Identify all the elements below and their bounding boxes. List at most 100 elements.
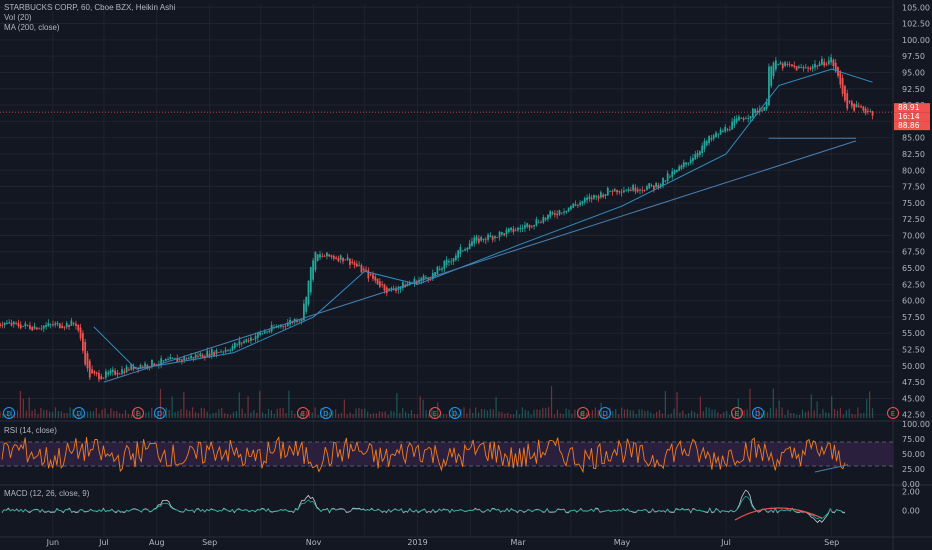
- x-tick-label: Aug: [149, 538, 165, 547]
- price-tick-label: 42.50: [902, 411, 925, 420]
- candle-body: [12, 321, 15, 325]
- candle-body: [217, 352, 220, 353]
- candle-body: [146, 365, 149, 368]
- candle-body: [853, 103, 856, 111]
- candle-body: [81, 332, 84, 351]
- volume-bar: [364, 408, 366, 418]
- candle-body: [777, 64, 780, 65]
- volume-bar: [127, 414, 130, 418]
- candle-body: [376, 278, 379, 285]
- candle-body: [31, 327, 34, 331]
- candle-body: [436, 266, 439, 274]
- volume-bar: [842, 414, 844, 418]
- candle-body: [111, 369, 114, 372]
- volume-bar: [510, 414, 512, 418]
- price-tick-label: 60.00: [902, 297, 925, 306]
- candle-body: [88, 360, 91, 378]
- x-tick-label: May: [614, 538, 631, 547]
- volume-bar: [361, 409, 363, 418]
- volume-bar: [168, 409, 170, 418]
- event-marker-label: D: [755, 410, 760, 418]
- volume-bar: [737, 398, 739, 418]
- candle-body: [850, 101, 853, 107]
- candle-body: [15, 322, 18, 324]
- candle-body: [24, 323, 27, 327]
- candle-body: [549, 211, 552, 217]
- volume-bar: [749, 388, 751, 418]
- volume-bar: [370, 414, 372, 418]
- volume-bar: [305, 411, 308, 418]
- volume-bar: [227, 413, 229, 418]
- candle-body: [224, 349, 227, 352]
- candle-body: [535, 219, 538, 226]
- event-marker: [731, 407, 743, 419]
- candle-body: [132, 366, 135, 370]
- candle-body: [125, 366, 128, 373]
- price-tick-label: 85.00: [902, 134, 925, 143]
- candle-body: [261, 333, 264, 335]
- candle-body: [636, 189, 639, 192]
- candle-body: [507, 228, 510, 233]
- candle-body: [29, 325, 31, 329]
- candle-body: [160, 358, 163, 365]
- candle-body: [797, 66, 800, 69]
- candle-body: [199, 353, 202, 357]
- volume-bar: [235, 411, 237, 418]
- candle-body: [344, 259, 347, 261]
- candle-body: [0, 323, 1, 327]
- candle-body: [540, 222, 542, 224]
- candle-body: [58, 323, 61, 329]
- candle-body: [551, 212, 554, 215]
- candle-body: [604, 194, 607, 196]
- volume-bar: [288, 390, 290, 418]
- candle-body: [519, 227, 522, 230]
- volume-bar: [475, 407, 477, 418]
- candle-body: [811, 66, 814, 69]
- candle-body: [503, 233, 506, 236]
- candle-body: [802, 67, 805, 69]
- candle-body: [464, 249, 466, 251]
- rsi-tick-label: 75.00: [902, 435, 925, 444]
- volume-bar: [691, 410, 693, 418]
- candle-body: [871, 111, 874, 116]
- candle-body: [634, 187, 637, 192]
- volume-bar: [574, 409, 576, 418]
- candle-body: [1, 324, 4, 326]
- candle-body: [652, 185, 655, 190]
- volume-bar: [101, 409, 103, 418]
- volume-bar: [763, 410, 766, 418]
- volume-bar: [746, 409, 748, 418]
- candle-body: [309, 266, 312, 293]
- candle-body: [26, 324, 29, 326]
- candle-body: [526, 223, 529, 227]
- candle-body: [185, 358, 188, 360]
- candle-body: [616, 190, 618, 193]
- x-tick-label: Mar: [511, 538, 527, 547]
- volume-bar: [381, 411, 383, 418]
- volume-bar: [495, 397, 497, 418]
- volume-bar: [819, 414, 821, 418]
- volume-bar: [355, 408, 357, 418]
- volume-bar: [218, 409, 220, 418]
- event-marker-label: E: [735, 410, 739, 418]
- volume-bar: [565, 408, 567, 418]
- candle-body: [694, 154, 697, 160]
- volume-bar: [477, 412, 480, 418]
- event-marker-label: D: [602, 410, 607, 418]
- volume-bar: [650, 412, 652, 418]
- candle-body: [821, 59, 823, 65]
- volume-bar: [644, 410, 646, 418]
- candle-body: [206, 350, 209, 357]
- volume-bar: [871, 408, 874, 418]
- volume-bar: [367, 411, 369, 418]
- candle-body: [781, 63, 784, 69]
- volume-bar: [828, 412, 830, 418]
- volume-bar: [778, 400, 780, 418]
- candle-body: [673, 170, 676, 175]
- candle-body: [602, 194, 605, 198]
- event-marker-label: E: [581, 410, 585, 418]
- candle-body: [256, 332, 259, 338]
- candle-body: [300, 319, 303, 321]
